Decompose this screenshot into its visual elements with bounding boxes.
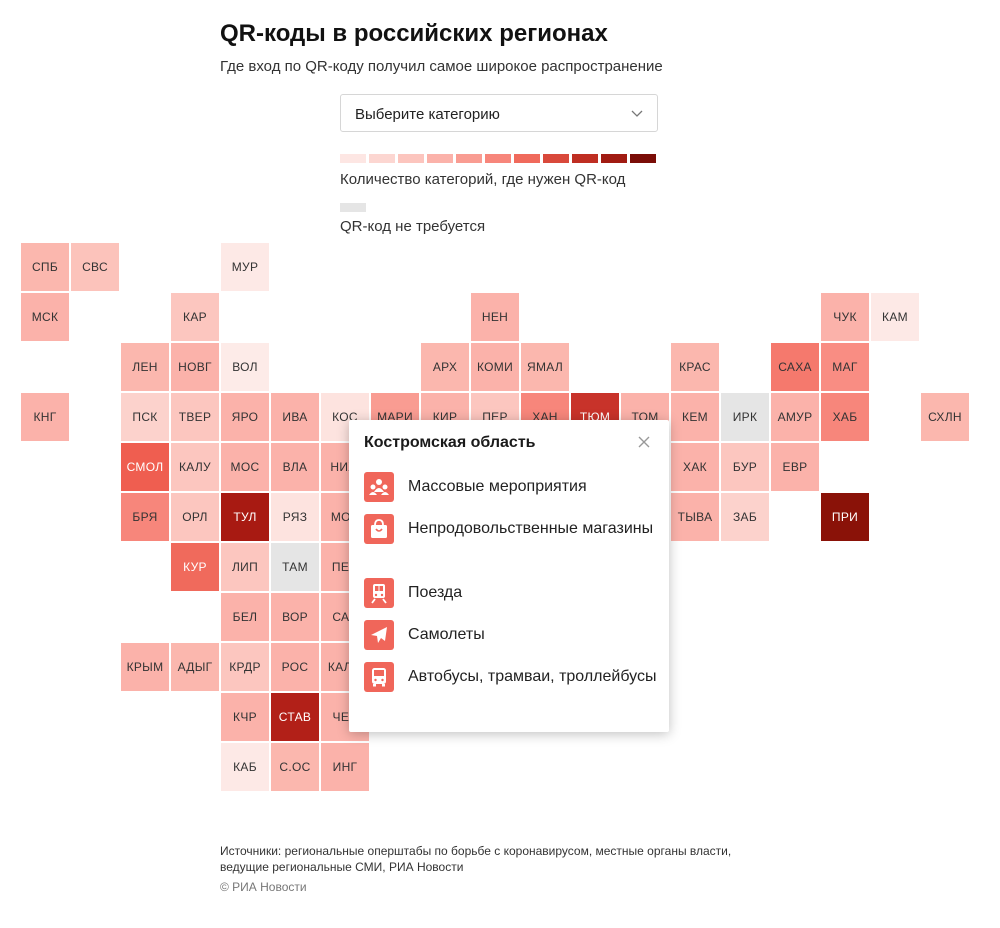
legend-none-swatch — [340, 203, 366, 212]
region-tile[interactable]: КРЫМ — [121, 643, 169, 691]
close-icon[interactable] — [637, 435, 651, 449]
region-tile[interactable]: БУР — [721, 443, 769, 491]
legend-scale-label: Количество категорий, где нужен QR-код — [340, 171, 626, 188]
popup-item-buses-trams: Автобусы, трамваи, троллейбусы — [364, 662, 658, 692]
region-tile[interactable]: ЛЕН — [121, 343, 169, 391]
legend-swatch — [630, 154, 656, 163]
popup-item-label: Поезда — [408, 584, 463, 601]
region-tile[interactable]: ЧУК — [821, 293, 869, 341]
region-tile[interactable]: ЛИП — [221, 543, 269, 591]
shopping-bag-icon — [364, 514, 394, 544]
region-tile[interactable]: СПБ — [21, 243, 69, 291]
region-tile[interactable]: БЕЛ — [221, 593, 269, 641]
popup-item-label: Непродовольственные магазины — [408, 520, 654, 537]
region-tile[interactable]: ЯМАЛ — [521, 343, 569, 391]
region-tile[interactable]: САХА — [771, 343, 819, 391]
popup-item-mass-events: Массовые мероприятия — [364, 472, 658, 502]
region-tile[interactable]: С.ОС — [271, 743, 319, 791]
region-tile[interactable]: МАГ — [821, 343, 869, 391]
popup-item-label: Самолеты — [408, 626, 485, 643]
region-tile[interactable]: ЗАБ — [721, 493, 769, 541]
region-tile[interactable]: БРЯ — [121, 493, 169, 541]
category-select-label: Выберите категорию — [355, 106, 500, 123]
region-tile[interactable]: КОМИ — [471, 343, 519, 391]
region-popup: Костромская область Массовые мероприятия — [349, 420, 669, 732]
airplane-icon — [364, 620, 394, 650]
region-tile[interactable]: КРДР — [221, 643, 269, 691]
region-tile[interactable]: КЕМ — [671, 393, 719, 441]
region-tile[interactable]: ВЛА — [271, 443, 319, 491]
legend-swatch — [456, 154, 482, 163]
popup-item-non-food-stores: Непродовольственные магазины — [364, 514, 658, 544]
region-tile[interactable]: МУР — [221, 243, 269, 291]
legend-swatch — [572, 154, 598, 163]
legend-swatch — [427, 154, 453, 163]
region-tile[interactable]: ПРИ — [821, 493, 869, 541]
region-tile[interactable]: ЯРО — [221, 393, 269, 441]
region-tile[interactable]: ОРЛ — [171, 493, 219, 541]
people-icon — [364, 472, 394, 502]
region-tile[interactable]: АМУР — [771, 393, 819, 441]
region-tile[interactable]: КАМ — [871, 293, 919, 341]
region-tile[interactable]: ТВЕР — [171, 393, 219, 441]
region-tile[interactable]: КРАС — [671, 343, 719, 391]
region-tile[interactable]: КАБ — [221, 743, 269, 791]
region-tile[interactable]: КУР — [171, 543, 219, 591]
region-tile[interactable]: ТЫВА — [671, 493, 719, 541]
sources-note: Источники: региональные оперштабы по бор… — [220, 844, 732, 874]
popup-item-label: Массовые мероприятия — [408, 478, 587, 495]
region-tile[interactable]: ПСК — [121, 393, 169, 441]
popup-item-label: Автобусы, трамваи, троллейбусы — [408, 668, 657, 685]
region-tile[interactable]: МСК — [21, 293, 69, 341]
region-tile[interactable]: ХАБ — [821, 393, 869, 441]
region-tile[interactable]: ТУЛ — [221, 493, 269, 541]
legend-swatch — [369, 154, 395, 163]
region-tile[interactable]: КАР — [171, 293, 219, 341]
region-tile[interactable]: КНГ — [21, 393, 69, 441]
copyright: © РИА Новости — [220, 880, 307, 894]
region-tile[interactable]: СВС — [71, 243, 119, 291]
chart-subtitle: Где вход по QR-коду получил самое широко… — [220, 58, 663, 75]
popup-item-trains: Поезда — [364, 578, 658, 608]
legend-swatch — [340, 154, 366, 163]
category-select[interactable]: Выберите категорию — [340, 94, 658, 132]
chart-title: QR-коды в российских регионах — [220, 20, 608, 47]
chevron-down-icon — [631, 110, 643, 117]
legend-swatch — [543, 154, 569, 163]
popup-title: Костромская область — [364, 434, 536, 451]
legend-swatch — [485, 154, 511, 163]
legend-swatch — [601, 154, 627, 163]
region-tile[interactable]: ХАК — [671, 443, 719, 491]
legend-none-label: QR-код не требуется — [340, 218, 486, 235]
region-tile[interactable]: ВОР — [271, 593, 319, 641]
region-tile[interactable]: РОС — [271, 643, 319, 691]
region-tile[interactable]: ИРК — [721, 393, 769, 441]
region-tile[interactable]: ИНГ — [321, 743, 369, 791]
region-tile[interactable]: КОС — [321, 393, 369, 441]
region-tile[interactable]: СХЛН — [921, 393, 969, 441]
region-tile[interactable]: ЕВР — [771, 443, 819, 491]
region-tile[interactable]: ТАМ — [271, 543, 319, 591]
legend-swatch — [514, 154, 540, 163]
region-tile[interactable]: АДЫГ — [171, 643, 219, 691]
region-tile[interactable]: НОВГ — [171, 343, 219, 391]
legend-color-scale — [340, 154, 656, 163]
region-tile[interactable]: СТАВ — [271, 693, 319, 741]
region-tile[interactable]: СМОЛ — [121, 443, 169, 491]
region-tile[interactable]: АРХ — [421, 343, 469, 391]
region-tile[interactable]: КАЛУ — [171, 443, 219, 491]
region-tile[interactable]: ИВА — [271, 393, 319, 441]
popup-item-planes: Самолеты — [364, 620, 658, 650]
legend-swatch — [398, 154, 424, 163]
region-tile[interactable]: МОС — [221, 443, 269, 491]
bus-icon — [364, 662, 394, 692]
region-tile[interactable]: РЯЗ — [271, 493, 319, 541]
region-tile[interactable]: НЕН — [471, 293, 519, 341]
train-icon — [364, 578, 394, 608]
region-tile[interactable]: ВОЛ — [221, 343, 269, 391]
region-tile[interactable]: КЧР — [221, 693, 269, 741]
